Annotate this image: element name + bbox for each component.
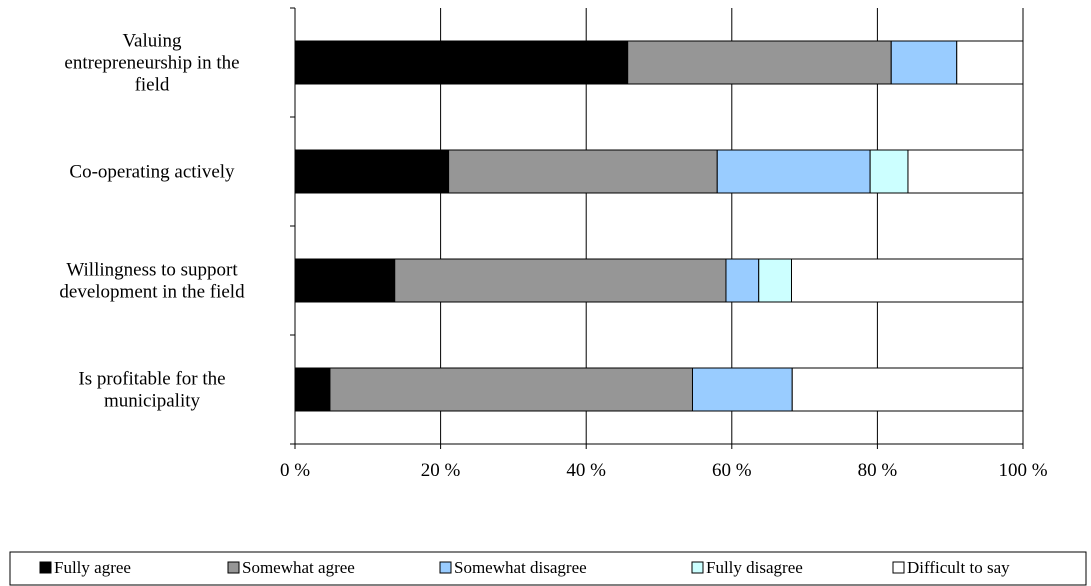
legend-label: Somewhat disagree: [454, 558, 587, 577]
bar-segment: [869, 149, 909, 194]
bar-segment: [627, 40, 892, 85]
bar-segment: [758, 258, 792, 303]
bar-segment: [790, 258, 1024, 303]
bar-segment: [956, 40, 1024, 85]
bar-segment: [716, 149, 871, 194]
category-label: Willingness to support development in the…: [59, 260, 245, 303]
legend-label: Somewhat agree: [242, 558, 355, 577]
legend-swatch: [691, 561, 704, 574]
legend-box: [9, 551, 1087, 586]
legend-label: Fully agree: [54, 558, 131, 577]
bar-segment: [294, 40, 629, 85]
bar-segment: [907, 149, 1024, 194]
legend-swatch: [892, 561, 905, 574]
axes: [290, 7, 1024, 449]
legend-swatch: [39, 561, 52, 574]
x-tick-label: 0 %: [280, 460, 310, 481]
bar-segment: [294, 367, 331, 412]
x-tick-label: 100 %: [998, 460, 1047, 481]
bar-segment: [725, 258, 760, 303]
legend-swatch: [227, 561, 240, 574]
legend-swatch: [439, 561, 452, 574]
bar-segment: [329, 367, 693, 412]
legend-label: Difficult to say: [907, 558, 1010, 577]
x-tick-label: 80 %: [858, 460, 898, 481]
category-labels: Valuing entrepreneurship in the field Co-op…: [59, 31, 245, 412]
x-tick-label: 20 %: [421, 460, 461, 481]
bar-segment: [890, 40, 958, 85]
legend: Fully agree Somewhat agree Somewhat disagr…: [9, 551, 1087, 586]
category-label: Co-operating actively: [69, 162, 235, 183]
bar-segment: [448, 149, 718, 194]
category-label: Is profitable for the municipality: [78, 369, 225, 412]
x-tick-label: 40 %: [566, 460, 606, 481]
bar-segment: [791, 367, 1024, 412]
category-label: Valuing entrepreneurship in the field: [64, 31, 239, 96]
bar-segment: [691, 367, 793, 412]
legend-label: Fully disagree: [706, 558, 803, 577]
x-tick-labels: 0 % 20 % 40 % 60 % 80 % 100 %: [280, 460, 1048, 481]
bar-segment: [294, 258, 396, 303]
bar-segment: [294, 149, 450, 194]
x-tick-label: 60 %: [712, 460, 752, 481]
bars: [294, 40, 1024, 412]
bar-segment: [394, 258, 727, 303]
